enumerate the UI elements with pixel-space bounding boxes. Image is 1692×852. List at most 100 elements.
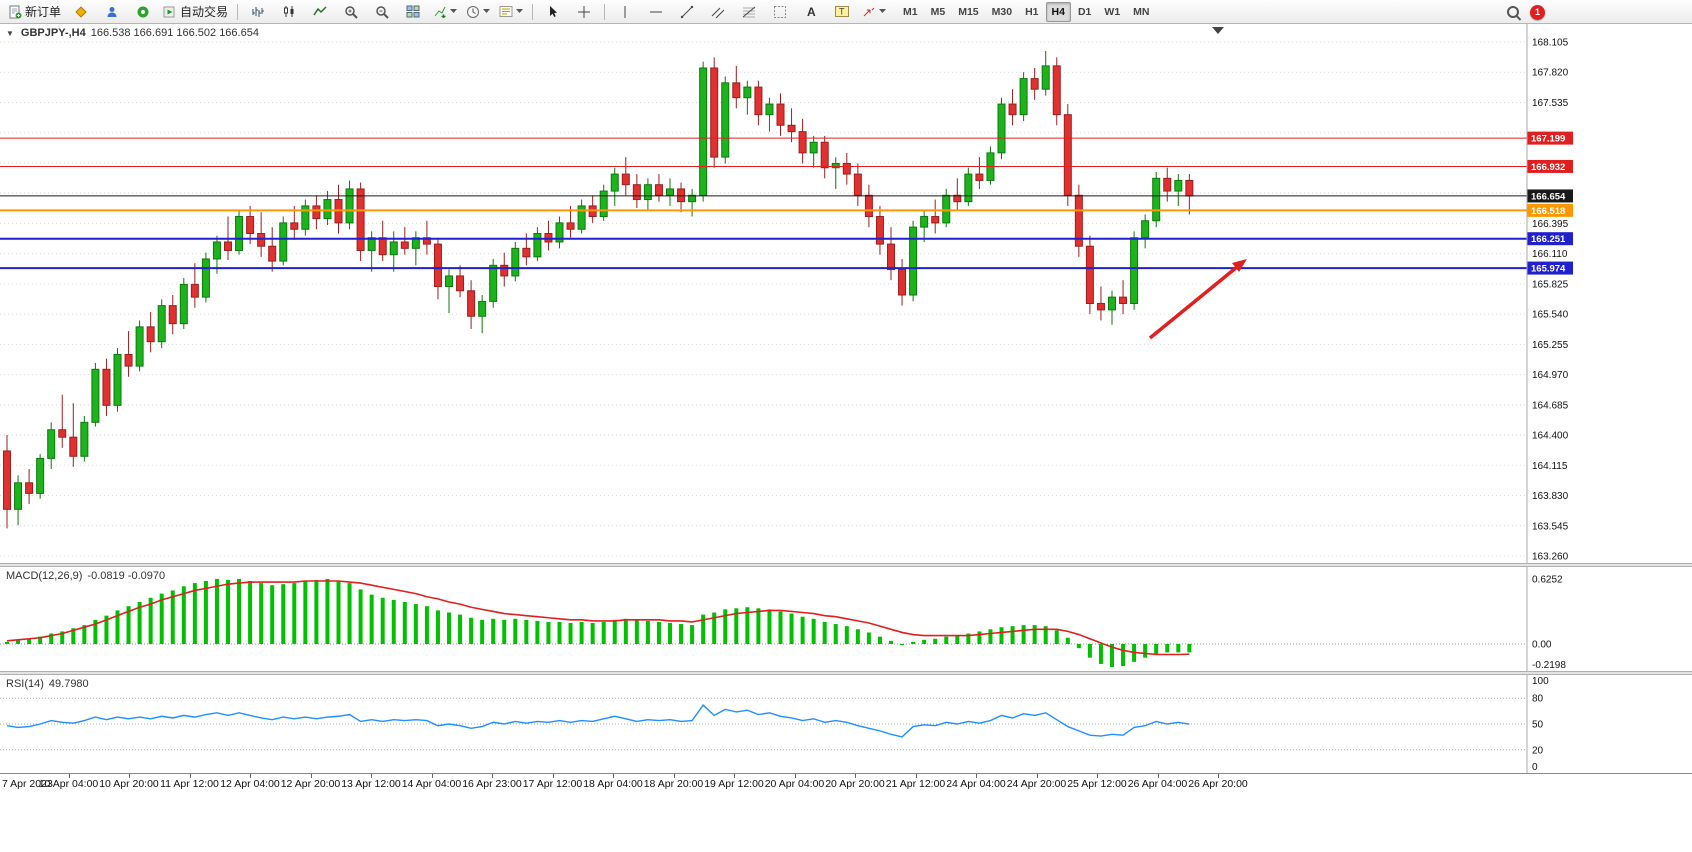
timeframe-h4[interactable]: H4	[1045, 1, 1071, 22]
timeframe-w1[interactable]: W1	[1104, 5, 1121, 18]
svg-text:-0.2198: -0.2198	[1532, 660, 1566, 671]
time-label: 26 Apr 04:00	[1127, 778, 1188, 790]
timeframe-mn[interactable]: MN	[1133, 5, 1150, 18]
horizontal-line-icon	[649, 5, 663, 19]
svg-text:166.518: 166.518	[1531, 206, 1565, 217]
svg-text:166.110: 166.110	[1532, 249, 1568, 260]
charts-button[interactable]	[66, 1, 96, 23]
grid	[0, 41, 1527, 557]
timeframe-h1[interactable]: H1	[1025, 5, 1039, 18]
timeframe-m5[interactable]: M5	[930, 5, 946, 18]
chart-shift-marker-icon[interactable]	[1212, 27, 1224, 34]
svg-text:166.395: 166.395	[1532, 219, 1569, 230]
cursor-button[interactable]	[538, 1, 568, 23]
line-chart-button[interactable]	[305, 1, 335, 23]
time-axis[interactable]: 7 Apr 2023 10 Apr 04:00 10 Apr 20:00 11 Apr…	[0, 773, 1692, 796]
pane-splitter[interactable]	[0, 563, 1692, 567]
arrows-button[interactable]	[858, 1, 890, 23]
rsi-axis[interactable]: 100 80 50 20 0	[1526, 675, 1549, 773]
vertical-line-icon	[620, 5, 630, 19]
candlestick-chart-button[interactable]	[274, 1, 304, 23]
timeframe-m30[interactable]: M30	[991, 5, 1013, 18]
market-watch-button[interactable]	[97, 1, 127, 23]
svg-text:166.932: 166.932	[1531, 162, 1565, 173]
time-tick	[794, 774, 796, 778]
time-tick	[915, 774, 917, 778]
svg-text:80: 80	[1532, 694, 1544, 705]
svg-text:164.685: 164.685	[1532, 400, 1569, 411]
toolbar-separator	[237, 3, 239, 20]
zoom-in-button[interactable]	[336, 1, 366, 23]
shapes-icon	[773, 5, 787, 19]
svg-text:T: T	[839, 7, 845, 17]
templates-button[interactable]	[495, 1, 527, 23]
macd-chart[interactable]: 0.6252 0.00 -0.2198	[0, 567, 1692, 671]
notification-badge[interactable]: 1	[1530, 4, 1545, 20]
tile-windows-button[interactable]	[398, 1, 428, 23]
search-icon[interactable]	[1506, 5, 1521, 20]
cursor-icon	[547, 5, 559, 19]
time-tick	[1097, 774, 1098, 778]
time-tick	[310, 774, 312, 778]
rsi-chart[interactable]: 100 80 50 20 0	[0, 675, 1692, 773]
price-chart[interactable]: 167.199 166.932 166.654 166.518 166.251 165.9…	[0, 24, 1692, 563]
arrows-icon	[862, 5, 876, 18]
svg-text:0.00: 0.00	[1532, 640, 1552, 651]
new-order-button[interactable]: 新订单	[4, 1, 65, 23]
navigator-button[interactable]	[128, 1, 158, 23]
text-label-button[interactable]: T	[827, 1, 857, 23]
trend-arrow-annotation[interactable]	[1148, 259, 1247, 340]
time-label: 18 Apr 20:00	[643, 778, 704, 790]
line-chart-icon	[313, 5, 327, 18]
time-label: 24 Apr 20:00	[1006, 778, 1067, 790]
new-order-icon	[8, 5, 22, 19]
zoom-out-button[interactable]	[367, 1, 397, 23]
time-label: 12 Apr 04:00	[220, 778, 280, 790]
shapes-button[interactable]	[765, 1, 795, 23]
time-tick	[1036, 774, 1038, 778]
svg-text:167.535: 167.535	[1532, 98, 1569, 109]
charts-icon	[74, 5, 88, 19]
timeframe-d1[interactable]: D1	[1077, 5, 1092, 18]
svg-text:165.540: 165.540	[1532, 310, 1569, 321]
time-tick	[976, 774, 977, 778]
macd-histogram	[5, 578, 1192, 668]
macd-axis[interactable]: 0.6252 0.00 -0.2198	[1526, 567, 1566, 671]
periods-button[interactable]	[462, 1, 494, 23]
fibonacci-button[interactable]	[734, 1, 764, 23]
trendline-button[interactable]	[672, 1, 702, 23]
time-label: 18 Apr 04:00	[583, 778, 643, 790]
autotrade-button[interactable]: 自动交易	[159, 1, 232, 23]
time-tick	[371, 774, 372, 778]
trendline-icon	[680, 5, 694, 19]
vertical-line-button[interactable]	[610, 1, 640, 23]
zoom-in-icon	[344, 5, 358, 19]
price-badge-166.932: 166.932	[1527, 159, 1573, 173]
time-tick	[734, 774, 735, 778]
bar-chart-button[interactable]	[243, 1, 273, 23]
time-tick	[552, 774, 554, 778]
autotrade-icon	[163, 5, 177, 19]
timeframe-m1[interactable]: M1	[903, 5, 918, 18]
text-button[interactable]: A	[796, 1, 826, 23]
channel-button[interactable]	[703, 1, 733, 23]
text-icon: A	[805, 5, 817, 18]
price-axis[interactable]: 168.105 167.820 167.535 166.395 166.110 165.8…	[1526, 24, 1569, 563]
time-label: 7 Apr 2023	[2, 778, 53, 790]
zoom-out-icon	[375, 5, 389, 19]
timeframe-m15[interactable]: M15	[958, 5, 979, 18]
svg-text:166.654: 166.654	[1531, 191, 1566, 202]
rsi-pane: 100 80 50 20 0 RSI(14) 49.7980	[0, 675, 1692, 773]
time-tick	[673, 774, 675, 778]
crosshair-button[interactable]	[569, 1, 599, 23]
svg-text:163.545: 163.545	[1532, 521, 1569, 532]
horizontal-line-button[interactable]	[641, 1, 671, 23]
indicators-button[interactable]	[429, 1, 461, 23]
time-label: 12 Apr 20:00	[280, 778, 341, 790]
price-badge-166.518: 166.518	[1527, 203, 1573, 217]
time-label: 16 Apr 23:00	[462, 778, 522, 790]
time-label: 24 Apr 04:00	[946, 778, 1006, 790]
macd-signal-line	[6, 580, 1190, 656]
pane-splitter[interactable]	[0, 671, 1692, 675]
